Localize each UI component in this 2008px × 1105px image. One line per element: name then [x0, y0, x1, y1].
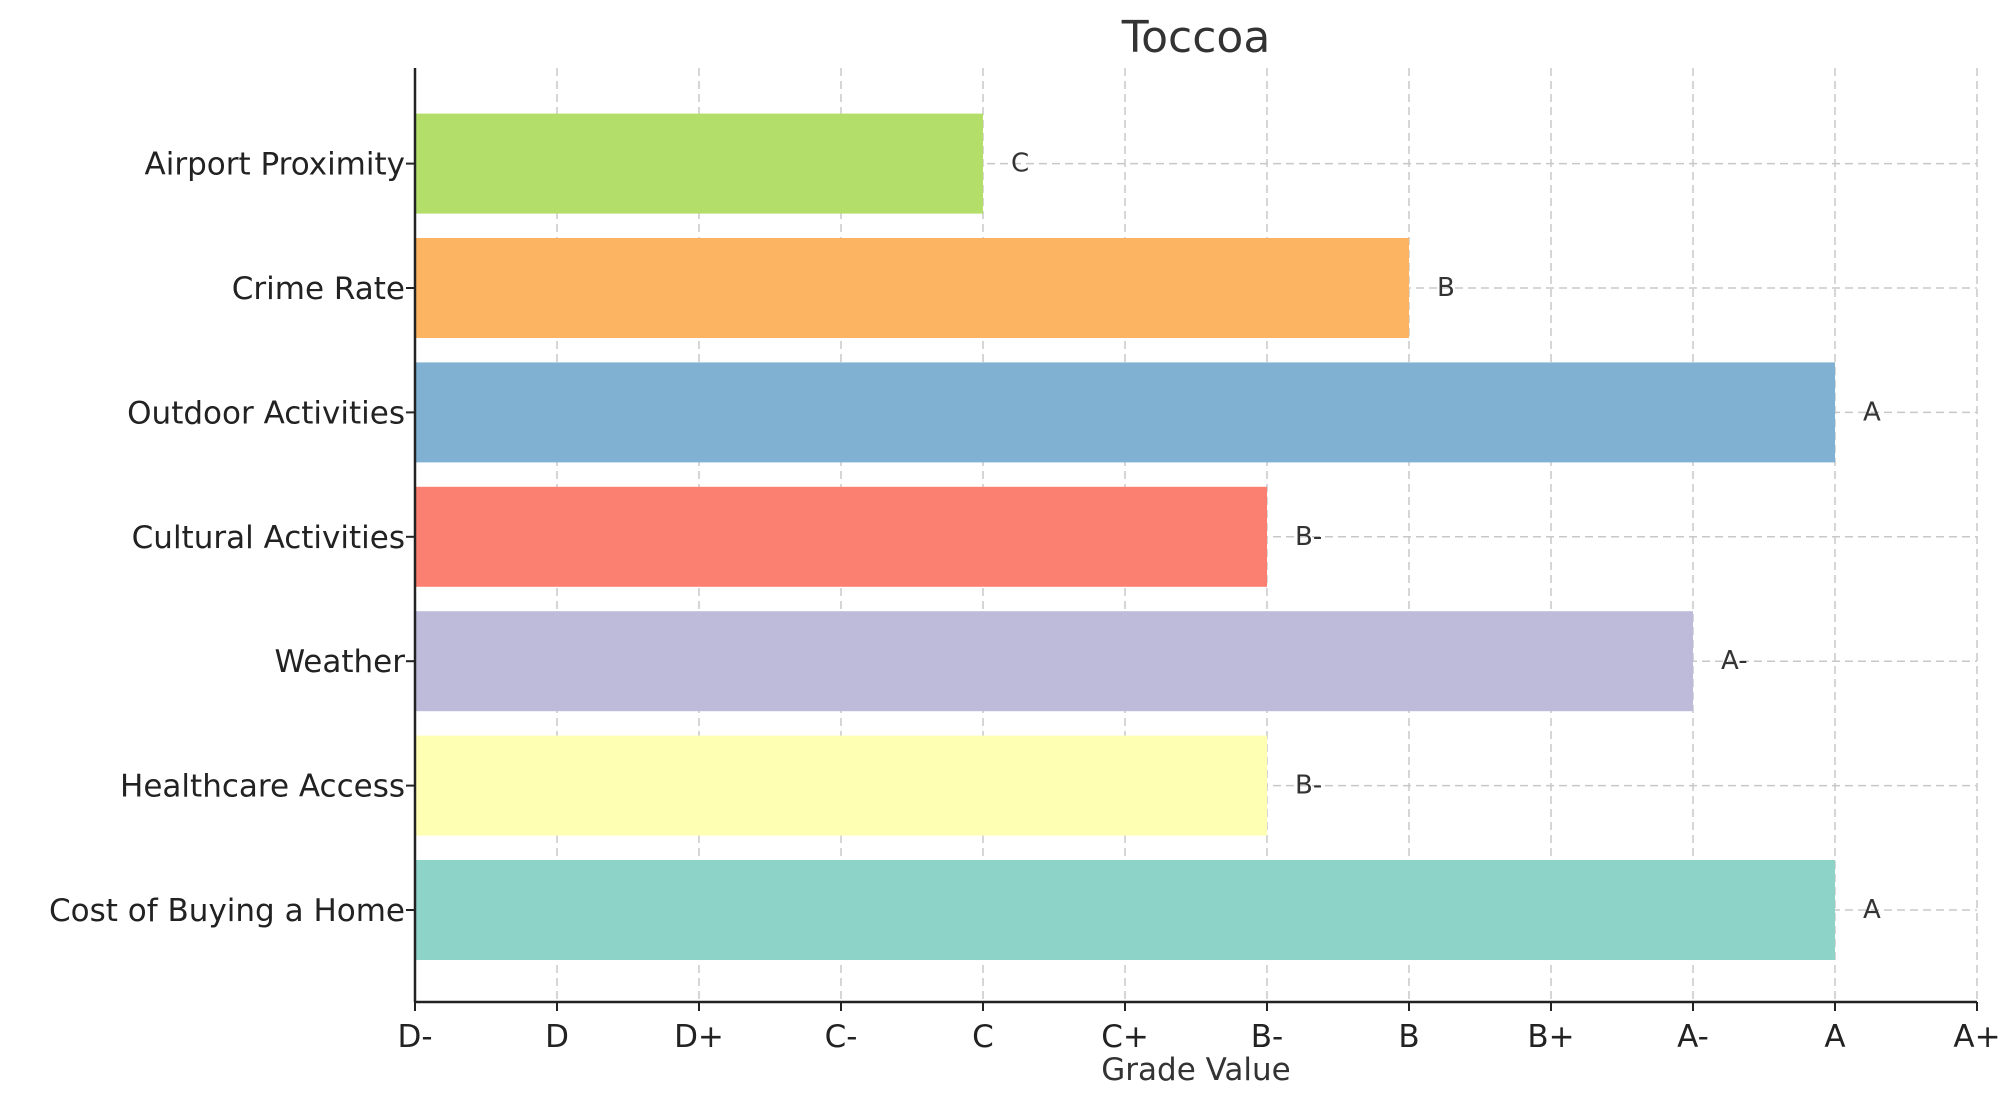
bar-value-label: A [1863, 397, 1881, 427]
x-tick-label: C [972, 1019, 994, 1055]
bar [415, 238, 1409, 338]
x-tick-label: D+ [674, 1019, 724, 1055]
axes [413, 68, 1977, 1004]
bar [415, 362, 1835, 463]
y-tick-label: Crime Rate [232, 271, 405, 307]
y-tick-label: Cultural Activities [132, 520, 405, 556]
x-axis-ticks: D- D D+ C- C C+ B- B B+ A- A A+ [397, 1002, 2001, 1055]
bar-value-label: A [1863, 895, 1881, 925]
x-tick-label: D [545, 1019, 569, 1055]
bar-value-label: B- [1295, 522, 1322, 552]
x-tick-label: A- [1677, 1019, 1709, 1055]
y-tick-label: Cost of Buying a Home [49, 893, 405, 929]
x-tick-label: C+ [1101, 1019, 1149, 1055]
value-labels: A B- A- B- A B C [1011, 149, 1881, 925]
bar [415, 860, 1835, 960]
y-tick-label: Healthcare Access [120, 769, 405, 805]
bar-value-label: B- [1295, 771, 1322, 801]
x-tick-label: A [1824, 1019, 1845, 1055]
bar [415, 735, 1267, 836]
x-tick-label: B [1398, 1019, 1419, 1055]
bar [415, 486, 1267, 587]
chart-title: Toccoa [1121, 12, 1271, 63]
bar [415, 611, 1693, 712]
x-axis-label: Grade Value [1101, 1052, 1291, 1088]
y-axis-ticks: Cost of Buying a Home Healthcare Access We… [49, 147, 415, 929]
bar-value-label: C [1011, 149, 1029, 179]
x-tick-label: B+ [1527, 1019, 1574, 1055]
x-tick-label: C- [825, 1019, 858, 1055]
bars [415, 113, 1835, 960]
x-tick-label: D- [397, 1019, 432, 1055]
y-tick-label: Weather [274, 644, 405, 680]
x-tick-label: A+ [1953, 1019, 2000, 1055]
bar-value-label: B [1437, 273, 1455, 303]
y-tick-label: Airport Proximity [145, 147, 405, 183]
bar [415, 113, 983, 214]
bar-value-label: A- [1721, 646, 1748, 676]
x-tick-label: B- [1251, 1019, 1283, 1055]
y-tick-label: Outdoor Activities [127, 395, 405, 431]
